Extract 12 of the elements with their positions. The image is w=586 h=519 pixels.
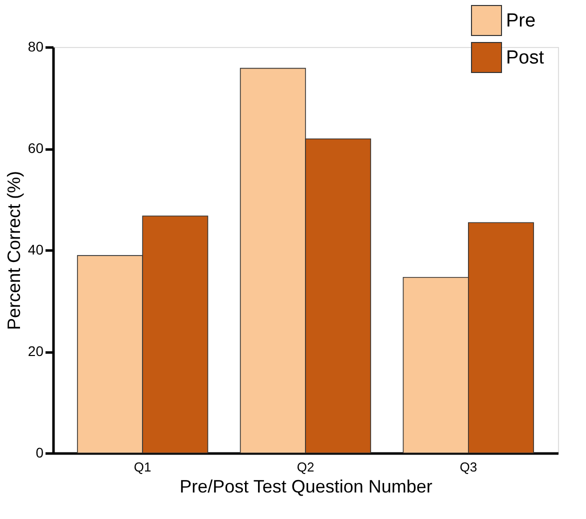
- y-tick-label: 80: [28, 38, 44, 54]
- legend-label: Post: [506, 48, 545, 68]
- y-tick-label: 40: [28, 242, 44, 258]
- x-axis-title: Pre/Post Test Question Number: [180, 476, 432, 496]
- y-tick-label: 20: [28, 343, 44, 359]
- x-tick-label: Q1: [134, 460, 152, 474]
- legend-label: Pre: [506, 10, 536, 32]
- x-tick-label: Q2: [296, 460, 314, 474]
- y-tick-label: 0: [36, 444, 44, 460]
- y-tick-label: 60: [28, 140, 44, 156]
- y-axis-title: Percent Correct (%): [4, 170, 24, 330]
- x-tick-label: Q3: [460, 460, 478, 474]
